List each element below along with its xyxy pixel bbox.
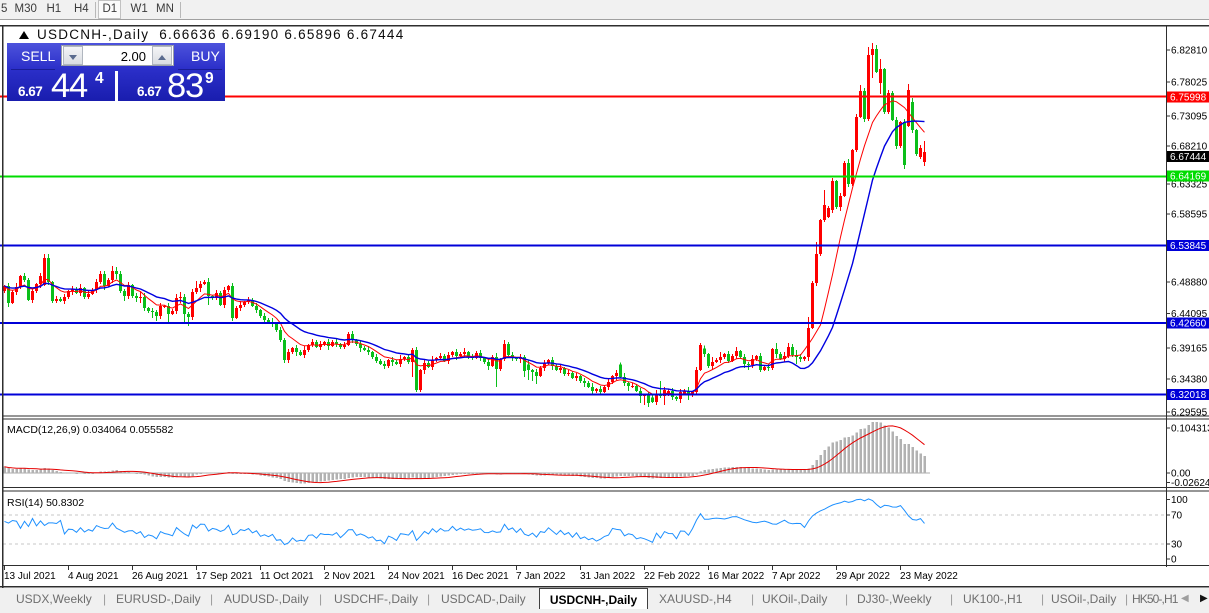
- svg-text:RSI(14) 50.8302: RSI(14) 50.8302: [7, 497, 84, 509]
- svg-text:6.44095: 6.44095: [1171, 309, 1208, 320]
- svg-text:31 Jan 2022: 31 Jan 2022: [580, 571, 635, 582]
- svg-text:6.29595: 6.29595: [1171, 408, 1208, 419]
- svg-text:6.64169: 6.64169: [1170, 172, 1207, 183]
- svg-text:4 Aug 2021: 4 Aug 2021: [68, 571, 119, 582]
- svg-text:6.58595: 6.58595: [1171, 210, 1208, 221]
- svg-text:6.67444: 6.67444: [1170, 152, 1207, 163]
- svg-text:16 Mar 2022: 16 Mar 2022: [708, 571, 765, 582]
- svg-text:6.32018: 6.32018: [1170, 390, 1207, 401]
- svg-text:100: 100: [1171, 495, 1188, 506]
- svg-text:6.53845: 6.53845: [1170, 241, 1207, 252]
- svg-text:6.48880: 6.48880: [1171, 278, 1208, 289]
- svg-text:16 Dec 2021: 16 Dec 2021: [452, 571, 509, 582]
- svg-text:6.82810: 6.82810: [1171, 46, 1208, 57]
- svg-text:MACD(12,26,9) 0.034064 0.05558: MACD(12,26,9) 0.034064 0.055582: [7, 424, 174, 436]
- svg-text:6.73095: 6.73095: [1171, 112, 1208, 123]
- svg-text:23 May 2022: 23 May 2022: [900, 571, 958, 582]
- svg-text:6.68210: 6.68210: [1171, 142, 1208, 153]
- svg-text:6.34380: 6.34380: [1171, 375, 1208, 386]
- svg-text:6.39165: 6.39165: [1171, 344, 1208, 355]
- svg-text:6.78025: 6.78025: [1171, 78, 1208, 89]
- svg-text:2 Nov 2021: 2 Nov 2021: [324, 571, 376, 582]
- svg-text:6.42660: 6.42660: [1170, 319, 1207, 330]
- svg-text:6.75998: 6.75998: [1170, 93, 1207, 104]
- svg-text:7 Apr 2022: 7 Apr 2022: [772, 571, 821, 582]
- svg-text:22 Feb 2022: 22 Feb 2022: [644, 571, 701, 582]
- svg-text:13 Jul 2021: 13 Jul 2021: [4, 571, 56, 582]
- svg-text:-0.026249: -0.026249: [1171, 478, 1209, 489]
- svg-text:0.104313: 0.104313: [1171, 424, 1209, 435]
- svg-text:0: 0: [1171, 555, 1177, 566]
- svg-text:70: 70: [1171, 511, 1183, 522]
- svg-text:26 Aug 2021: 26 Aug 2021: [132, 571, 189, 582]
- svg-text:30: 30: [1171, 540, 1183, 551]
- svg-text:0.00: 0.00: [1171, 469, 1191, 480]
- svg-text:6.63325: 6.63325: [1171, 180, 1208, 191]
- svg-text:7 Jan 2022: 7 Jan 2022: [516, 571, 566, 582]
- svg-text:29 Apr 2022: 29 Apr 2022: [836, 571, 890, 582]
- svg-text:24 Nov 2021: 24 Nov 2021: [388, 571, 445, 582]
- svg-text:17 Sep 2021: 17 Sep 2021: [196, 571, 253, 582]
- svg-text:11 Oct 2021: 11 Oct 2021: [260, 571, 314, 582]
